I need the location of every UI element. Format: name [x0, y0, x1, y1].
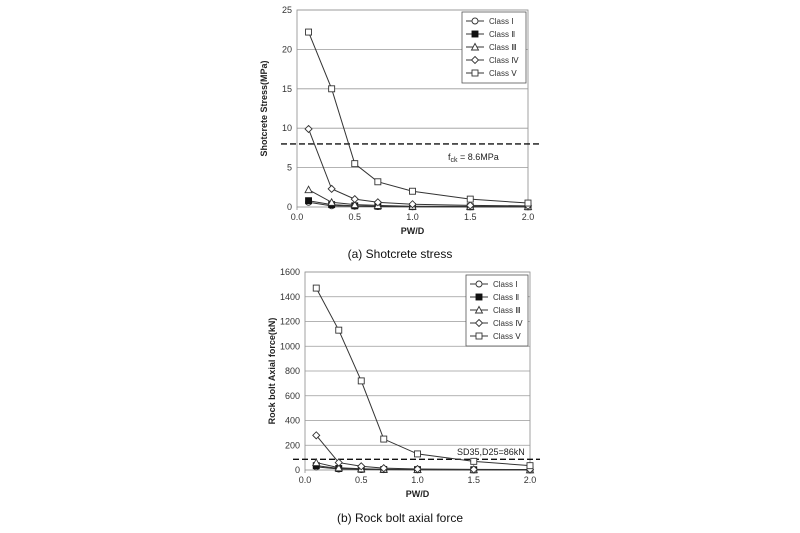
- data-point-series-4: [357, 462, 366, 471]
- x-tick-label: 2.0: [524, 475, 537, 485]
- y-tick-label: 10: [282, 123, 292, 133]
- x-tick-label: 1.5: [464, 212, 477, 222]
- data-point-series-4: [373, 198, 382, 207]
- reference-annotation: SD35,D25=86kN: [457, 447, 525, 457]
- y-tick-label: 15: [282, 84, 292, 94]
- legend-label-5: Class Ⅴ: [493, 332, 521, 341]
- data-point-series-5: [335, 326, 343, 334]
- data-point-series-3: [304, 185, 313, 194]
- data-point-series-4: [304, 124, 313, 134]
- legend-label-4: Class Ⅳ: [493, 319, 523, 328]
- y-tick-label: 600: [285, 391, 300, 401]
- data-point-series-2: [305, 197, 312, 205]
- rock-bolt-axial-force-chart: 0 200 400 600 800 1000 1200 1400 1600 0.0 0.5 1.0 1.…: [267, 267, 540, 499]
- legend-marker-4: [470, 55, 480, 65]
- x-tick-label: 0.5: [355, 475, 368, 485]
- data-point-series-4: [350, 194, 359, 204]
- legend: Class Ⅰ Class Ⅱ Class Ⅲ Class Ⅳ Class Ⅴ: [461, 11, 527, 84]
- data-point-series-4: [469, 465, 478, 474]
- data-point-series-5: [414, 450, 421, 458]
- data-point-series-4: [413, 464, 422, 474]
- legend-marker-1: [475, 280, 483, 288]
- data-point-series-4: [466, 201, 475, 210]
- legend-marker-2: [475, 293, 483, 301]
- x-tick-label: 1.0: [411, 475, 424, 485]
- legend-marker-1: [471, 17, 479, 25]
- y-tick-label: 20: [282, 44, 292, 54]
- data-point-series-3: [327, 197, 336, 206]
- x-tick-label: 0.5: [348, 212, 361, 222]
- y-axis-label: Rock bolt Axial force(kN): [267, 318, 277, 425]
- data-point-series-5: [351, 160, 359, 168]
- data-point-series-4: [312, 431, 321, 440]
- legend-marker-5: [475, 332, 483, 340]
- legend-marker-4: [474, 318, 484, 328]
- y-tick-label: 1200: [280, 317, 300, 327]
- legend: Class Ⅰ Class Ⅱ Class Ⅲ Class Ⅳ Class Ⅴ: [465, 274, 529, 347]
- data-point-series-4: [334, 458, 343, 467]
- data-point-series-5: [470, 457, 478, 465]
- data-point-series-5: [312, 284, 320, 292]
- data-point-series-3: [334, 463, 344, 472]
- data-point-series-3: [350, 200, 360, 209]
- data-point-series-5: [328, 85, 336, 93]
- y-tick-label: 25: [282, 5, 292, 15]
- y-tick-label: 0: [295, 465, 300, 475]
- legend-label-4: Class Ⅳ: [489, 56, 519, 65]
- data-point-series-5: [466, 195, 474, 203]
- legend-label-3: Class Ⅲ: [493, 306, 521, 315]
- x-tick-label: 1.5: [467, 475, 480, 485]
- data-point-series-5: [380, 435, 388, 443]
- y-tick-label: 1000: [280, 341, 300, 351]
- y-tick-label: 200: [285, 440, 300, 450]
- y-axis-label: Shotcrete Stress(MPa): [259, 60, 269, 156]
- caption-a: (a) Shotcrete stress: [348, 247, 453, 261]
- caption-b: (b) Rock bolt axial force: [337, 511, 463, 525]
- legend-label-2: Class Ⅱ: [493, 293, 519, 302]
- data-point-series-4: [379, 464, 388, 473]
- reference-annotation: fck = 8.6MPa: [448, 152, 499, 164]
- data-point-series-4: [327, 184, 336, 194]
- legend-label-2: Class Ⅱ: [489, 30, 515, 39]
- x-tick-label: 0.0: [299, 475, 312, 485]
- legend-label-1: Class Ⅰ: [489, 17, 514, 26]
- data-point-series-4: [408, 200, 417, 209]
- legend-marker-3: [474, 305, 484, 314]
- data-point-series-5: [409, 187, 416, 195]
- y-tick-label: 800: [285, 366, 300, 376]
- data-point-series-5: [524, 199, 532, 207]
- legend-label-5: Class Ⅴ: [489, 69, 517, 78]
- legend-label-1: Class Ⅰ: [493, 280, 518, 289]
- legend-marker-3: [470, 42, 480, 51]
- legend-marker-5: [471, 69, 479, 77]
- data-point-series-3: [311, 458, 321, 467]
- x-tick-label: 2.0: [522, 212, 535, 222]
- y-tick-label: 400: [285, 416, 300, 426]
- x-axis-label: PW/D: [406, 489, 430, 499]
- data-point-series-5: [374, 178, 382, 186]
- y-tick-label: 1600: [280, 267, 300, 277]
- x-axis-label: PW/D: [401, 226, 425, 236]
- data-point-series-5: [526, 462, 534, 470]
- legend-label-3: Class Ⅲ: [489, 43, 517, 52]
- y-tick-label: 5: [287, 163, 292, 173]
- x-tick-label: 1.0: [406, 212, 419, 222]
- legend-marker-2: [471, 30, 479, 38]
- y-tick-label: 1400: [280, 292, 300, 302]
- y-tick-label: 0: [287, 202, 292, 212]
- x-tick-label: 0.0: [291, 212, 304, 222]
- shotcrete-stress-chart: 0 5 10 15 20 25 0.0 0.5 1.0 1.5 2.0 PW/D Shotcrete S…: [259, 5, 540, 236]
- data-point-series-5: [305, 28, 312, 36]
- data-point-series-5: [357, 377, 365, 385]
